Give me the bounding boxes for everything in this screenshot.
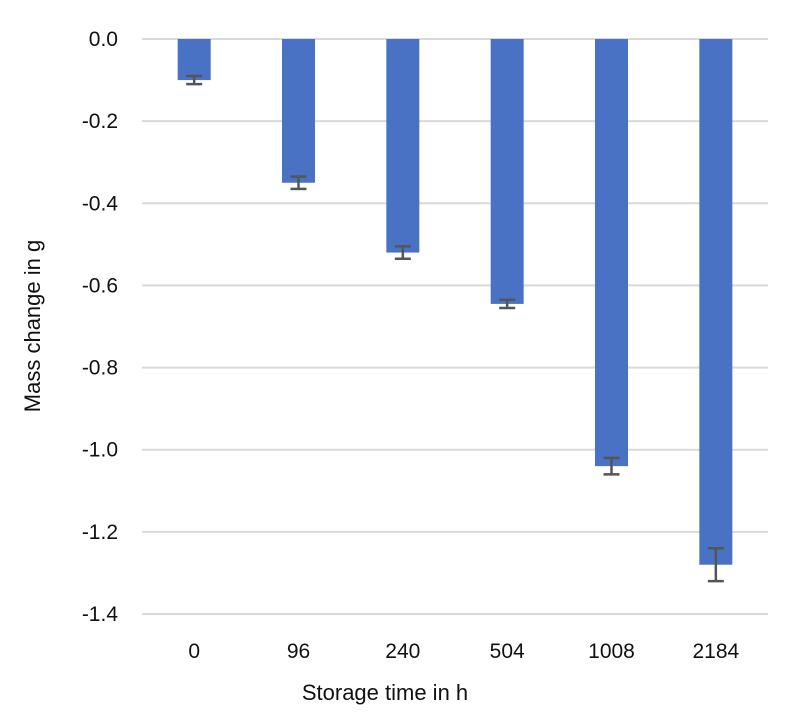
bar-96 [282,39,315,183]
y-axis-title: Mass change in g [20,240,45,412]
x-tick-label: 504 [490,640,525,663]
error-bar-504 [499,298,516,310]
bar-504 [490,39,524,304]
bar-0 [177,39,211,81]
grid-layer [142,38,768,615]
x-tick-label: 240 [385,640,420,663]
x-tick-label: 1008 [588,640,635,663]
y-tick-labels: 0.0 -0.2 -0.4 -0.6 -0.8 -1.0 -1.2 -1.4 [82,28,119,626]
bar-240 [386,39,420,253]
y-tick-label: -1.0 [82,439,118,462]
y-tick-label: -0.8 [82,357,118,380]
x-tick-label: 0 [188,640,200,663]
x-axis-title: Storage time in h [302,680,468,705]
x-tick-label: 2184 [692,640,739,663]
bar-2184 [699,39,733,565]
y-tick-label: -1.2 [82,521,118,544]
bars-layer [177,39,733,565]
x-tick-labels: 0 96 240 504 1008 2184 [188,640,739,663]
y-tick-label: -0.4 [82,192,119,215]
x-tick-label: 96 [287,640,310,663]
error-bar-240 [394,245,411,260]
bar-1008 [595,39,628,467]
y-tick-label: -1.4 [82,603,119,626]
error-bars-layer [186,74,724,583]
error-bar-1008 [603,456,620,476]
error-bar-96 [290,175,307,191]
error-bar-2184 [707,547,724,583]
y-tick-label: -0.6 [82,274,118,297]
y-tick-label: 0.0 [89,28,118,51]
y-tick-label: -0.2 [82,110,118,133]
error-bar-0 [186,74,203,86]
